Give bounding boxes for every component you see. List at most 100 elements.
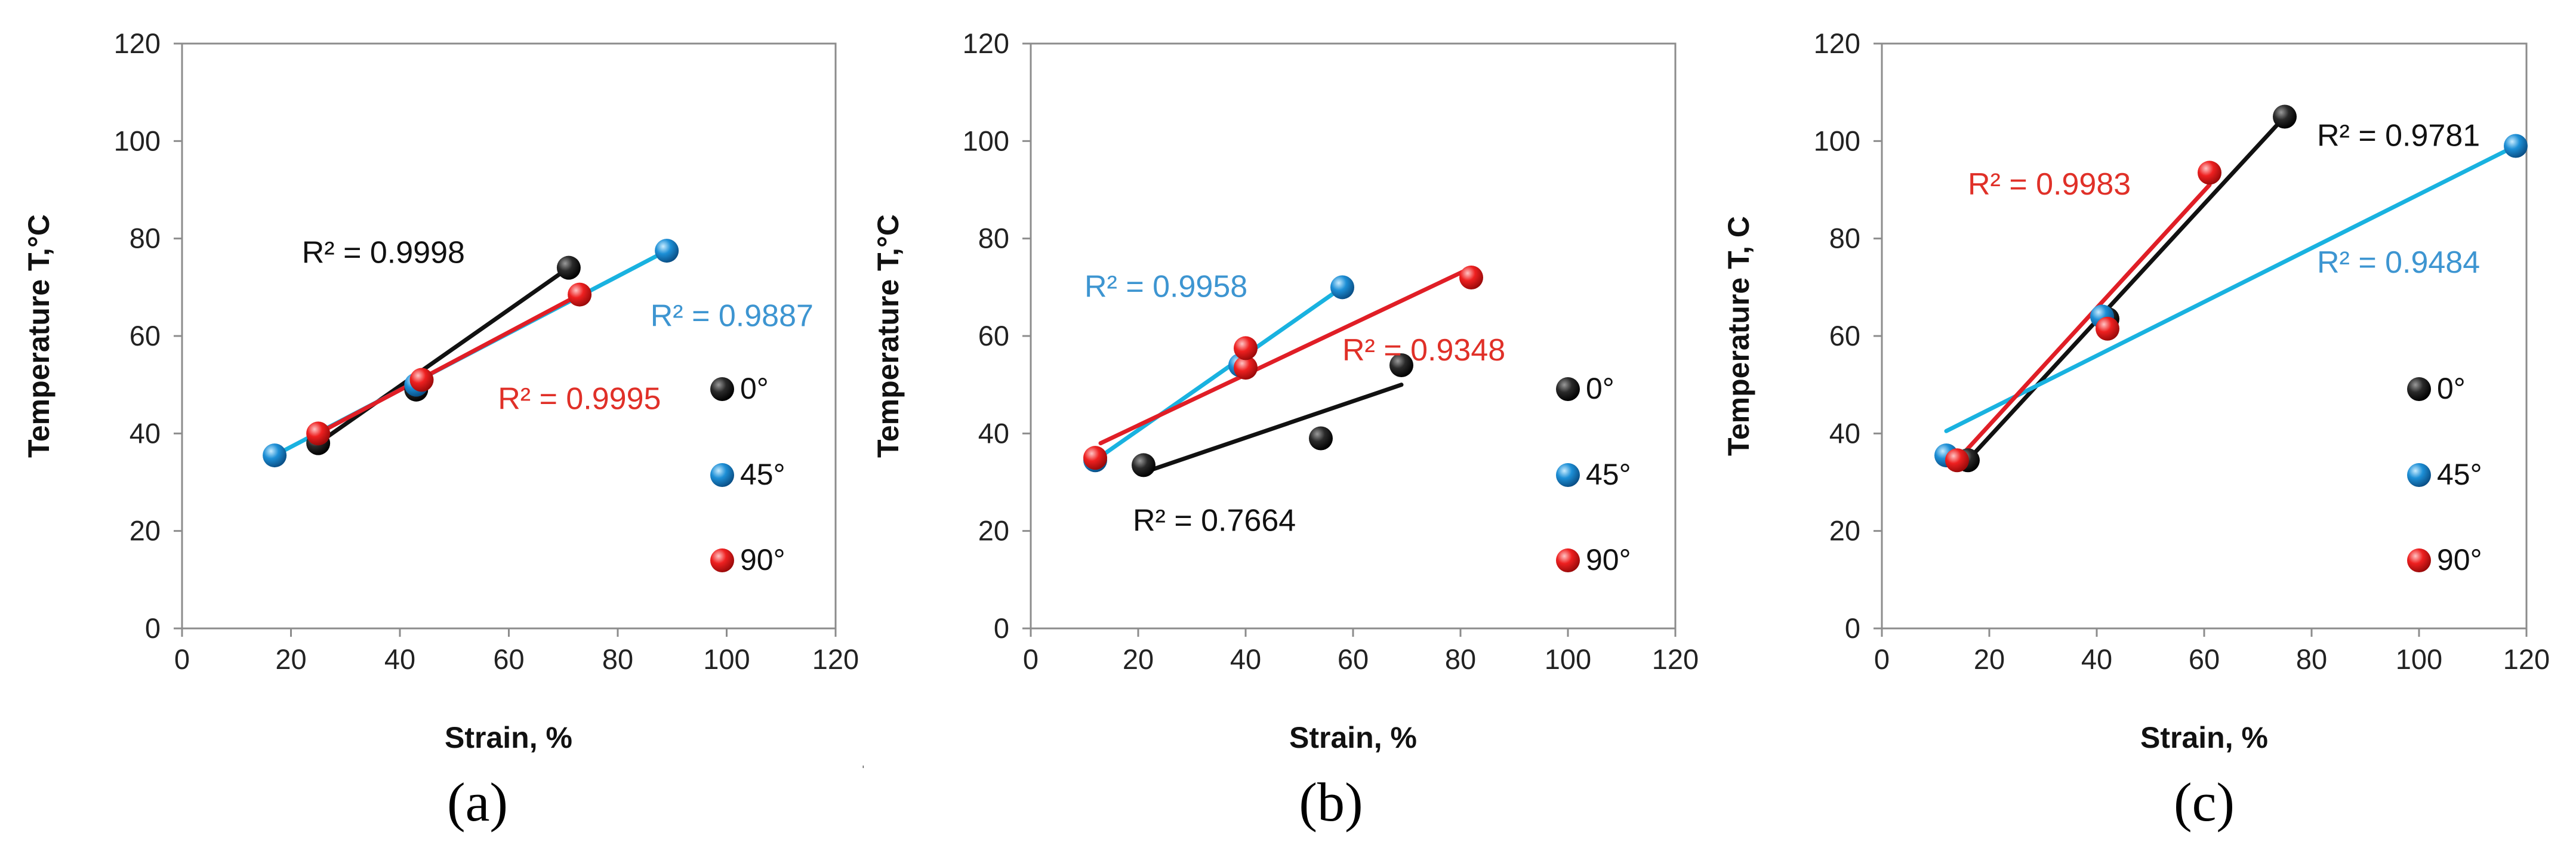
- x-axis-label: Strain, %: [445, 721, 572, 754]
- plot-layer: 0 20 40 60 80 100 120 0 20 40 60 80 100 120 R² = 0.978…: [1814, 27, 2550, 675]
- data-point: [263, 443, 287, 468]
- x-tick-label: 0: [1023, 643, 1039, 675]
- data-point: [1330, 275, 1354, 300]
- y-tick-label: 0: [994, 612, 1009, 644]
- y-axis-label: Temperature T,°C: [22, 214, 56, 458]
- x-tick-label: 120: [1652, 643, 1699, 675]
- data-point: [1459, 266, 1483, 289]
- trendline: [316, 266, 571, 446]
- data-point: [1945, 448, 1969, 473]
- y-tick-label: 60: [130, 320, 161, 352]
- legend-label: 0°: [2437, 372, 2466, 405]
- x-tick-label: 80: [2296, 643, 2327, 675]
- plot-layer: 0 20 40 60 80 100 120 0 20 40 60 80 100 120 R² = 0.766…: [963, 27, 1699, 675]
- legend-marker: [1556, 548, 1580, 572]
- r2-annotation: R² = 0.7664: [1133, 504, 1296, 538]
- data-point: [556, 255, 581, 280]
- x-tick-label: 80: [602, 643, 633, 675]
- y-tick-label: 80: [130, 223, 161, 254]
- data-point: [655, 239, 679, 263]
- y-tick-label: 20: [130, 515, 161, 547]
- y-tick-label: 20: [978, 515, 1009, 547]
- x-tick-label: 100: [703, 643, 750, 675]
- y-axis-label: Temperature T, C: [1722, 216, 1755, 456]
- y-tick-label: 60: [978, 320, 1009, 352]
- panel-caption: (c): [2174, 772, 2235, 833]
- trendline: [1093, 285, 1345, 463]
- trendline: [1141, 383, 1404, 475]
- r2-annotation: R² = 0.9998: [302, 236, 465, 270]
- data-point: [306, 421, 331, 446]
- y-tick-label: 40: [1829, 417, 1860, 449]
- trendline: [1944, 144, 2518, 433]
- legend-label: 90°: [2437, 543, 2482, 576]
- x-tick-label: 20: [275, 643, 306, 675]
- y-tick-label: 80: [1829, 223, 1860, 254]
- y-tick-label: 100: [1814, 125, 1860, 156]
- trendline: [1965, 115, 2287, 463]
- legend-marker: [710, 463, 734, 487]
- y-tick-label: 100: [114, 125, 161, 156]
- legend-marker: [710, 377, 734, 401]
- legend-label: 45°: [2437, 458, 2482, 491]
- x-tick-label: 100: [2396, 643, 2442, 675]
- y-tick-label: 0: [1845, 612, 1860, 644]
- x-tick-label: 80: [1445, 643, 1476, 675]
- r2-annotation: R² = 0.9484: [2317, 245, 2480, 280]
- x-tick-label: 40: [384, 643, 415, 675]
- data-point: [1234, 356, 1258, 380]
- x-tick-label: 40: [1230, 643, 1261, 675]
- data-point: [1132, 453, 1155, 477]
- trendline: [316, 292, 582, 436]
- y-tick-label: 120: [963, 27, 1009, 59]
- panel-caption: (a): [447, 772, 508, 833]
- data-point: [1309, 426, 1333, 451]
- data-point: [568, 282, 592, 307]
- legend-label: 45°: [1586, 458, 1631, 491]
- y-tick-label: 20: [1829, 515, 1860, 547]
- y-tick-label: 0: [145, 612, 161, 644]
- legend-marker: [1556, 377, 1580, 401]
- r2-annotation: R² = 0.9781: [2317, 119, 2480, 153]
- data-point: [2096, 316, 2119, 341]
- y-tick-label: 40: [978, 417, 1009, 449]
- data-point: [2273, 104, 2297, 129]
- r2-annotation: R² = 0.9958: [1084, 270, 1247, 304]
- legend-label: 0°: [1586, 372, 1614, 405]
- y-axis-label: Temperature T,°C: [871, 214, 905, 458]
- panel-a: 0 20 40 60 80 100 120 0 20 40 60 80 100 120 R² = 0.999…: [22, 27, 859, 833]
- x-tick-label: 60: [2189, 643, 2220, 675]
- x-tick-label: 0: [1874, 643, 1890, 675]
- stray-mark: ˌ: [861, 751, 866, 769]
- legend-label: 0°: [740, 372, 769, 405]
- data-point: [2504, 134, 2528, 158]
- panel-c: 0 20 40 60 80 100 120 0 20 40 60 80 100 120 R² = 0.978…: [1722, 27, 2550, 833]
- panel-caption: (b): [1299, 772, 1363, 833]
- y-tick-label: 40: [130, 417, 161, 449]
- x-tick-label: 40: [2081, 643, 2112, 675]
- y-tick-label: 80: [978, 223, 1009, 254]
- x-tick-label: 20: [1123, 643, 1154, 675]
- x-axis-label: Strain, %: [1289, 721, 1417, 754]
- r2-annotation: R² = 0.9348: [1342, 333, 1505, 368]
- plot-layer: 0 20 40 60 80 100 120 0 20 40 60 80 100 120 R² = 0.999…: [114, 27, 859, 675]
- data-point: [2198, 161, 2221, 185]
- legend-marker: [2407, 463, 2431, 487]
- trendline: [1955, 183, 2212, 463]
- plot-frame: [181, 42, 837, 630]
- data-point: [1234, 336, 1258, 360]
- y-tick-label: 60: [1829, 320, 1860, 352]
- data-point: [1389, 353, 1413, 377]
- y-tick-label: 100: [963, 125, 1009, 156]
- x-tick-label: 0: [174, 643, 190, 675]
- y-tick-label: 120: [1814, 27, 1860, 59]
- legend-marker: [710, 548, 734, 572]
- x-tick-label: 120: [812, 643, 859, 675]
- legend-label: 45°: [740, 458, 785, 491]
- x-tick-label: 60: [1338, 643, 1369, 675]
- legend-marker: [1556, 463, 1580, 487]
- x-axis-label: Strain, %: [2140, 721, 2268, 754]
- y-tick-label: 120: [114, 27, 161, 59]
- legend-label: 90°: [1586, 543, 1631, 576]
